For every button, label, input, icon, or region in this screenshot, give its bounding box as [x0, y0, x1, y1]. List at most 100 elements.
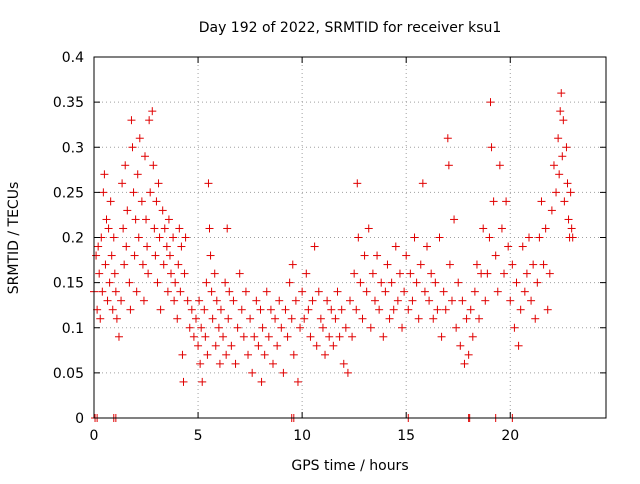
y-tick-label: 0.1: [62, 321, 84, 337]
y-tick-label: 0.35: [53, 95, 84, 111]
x-tick-label: 0: [90, 428, 99, 444]
data-point: [402, 251, 411, 260]
data-point: [406, 269, 415, 278]
data-point: [229, 296, 238, 305]
data-point: [408, 296, 417, 305]
data-point: [203, 350, 212, 359]
data-point: [566, 188, 575, 197]
data-point: [194, 341, 203, 350]
data-point: [149, 161, 158, 170]
data-point: [222, 350, 231, 359]
data-point: [300, 314, 309, 323]
data-point: [197, 323, 206, 332]
data-point: [101, 260, 110, 269]
data-point: [151, 251, 160, 260]
data-point: [404, 305, 413, 314]
data-point: [271, 314, 280, 323]
data-point: [485, 233, 494, 242]
data-point: [500, 269, 509, 278]
data-point: [146, 188, 155, 197]
data-point: [144, 269, 153, 278]
data-point: [433, 305, 442, 314]
data-point: [475, 314, 484, 323]
data-point: [452, 323, 461, 332]
data-point: [389, 305, 398, 314]
data-point: [283, 332, 292, 341]
data-point: [443, 134, 452, 143]
data-point: [174, 260, 183, 269]
data-point: [154, 179, 163, 188]
data-point: [337, 305, 346, 314]
data-point: [239, 332, 248, 341]
x-tick-label: 20: [501, 428, 519, 444]
x-tick-label: 10: [293, 428, 311, 444]
data-point: [131, 215, 140, 224]
data-point: [235, 269, 244, 278]
data-point: [312, 341, 321, 350]
data-point: [260, 350, 269, 359]
data-point: [100, 170, 109, 179]
data-point: [221, 278, 230, 287]
data-point: [495, 161, 504, 170]
data-point: [171, 278, 180, 287]
data-point: [215, 359, 224, 368]
data-point: [119, 224, 128, 233]
data-point: [445, 260, 454, 269]
data-point: [370, 296, 379, 305]
data-point: [120, 260, 129, 269]
data-point: [543, 305, 552, 314]
data-point: [296, 323, 305, 332]
data-point: [211, 341, 220, 350]
data-point: [520, 287, 529, 296]
data-point: [111, 287, 120, 296]
data-point: [134, 233, 143, 242]
y-tick-label: 0.25: [53, 185, 84, 201]
data-point: [470, 287, 479, 296]
data-point: [398, 323, 407, 332]
y-tick-label: 0.05: [53, 366, 84, 382]
data-point: [567, 224, 576, 233]
data-point: [266, 305, 275, 314]
data-point: [216, 305, 225, 314]
data-point: [383, 260, 392, 269]
data-point: [202, 278, 211, 287]
data-point: [353, 179, 362, 188]
data-point: [214, 323, 223, 332]
data-point: [431, 278, 440, 287]
data-point: [142, 215, 151, 224]
data-point: [489, 197, 498, 206]
data-point: [233, 323, 242, 332]
data-point: [112, 314, 121, 323]
data-point: [138, 260, 147, 269]
data-point: [92, 251, 101, 260]
data-point: [250, 332, 259, 341]
data-point: [110, 269, 119, 278]
data-point: [123, 206, 132, 215]
data-point: [400, 287, 409, 296]
data-point: [554, 134, 563, 143]
data-point: [132, 287, 141, 296]
data-point: [175, 224, 184, 233]
data-point: [152, 197, 161, 206]
data-point: [460, 359, 469, 368]
data-point: [291, 296, 300, 305]
data-point: [173, 314, 182, 323]
data-point: [412, 278, 421, 287]
data-point: [429, 314, 438, 323]
data-point: [180, 269, 189, 278]
data-point: [256, 305, 265, 314]
data-point: [458, 296, 467, 305]
x-tick-label: 15: [397, 428, 415, 444]
data-point: [262, 287, 271, 296]
data-point: [103, 296, 112, 305]
data-point: [563, 179, 572, 188]
data-point: [210, 269, 219, 278]
data-point: [201, 332, 210, 341]
data-point: [560, 197, 569, 206]
data-point: [547, 206, 556, 215]
data-point: [454, 278, 463, 287]
data-point: [557, 89, 566, 98]
data-point: [373, 251, 382, 260]
